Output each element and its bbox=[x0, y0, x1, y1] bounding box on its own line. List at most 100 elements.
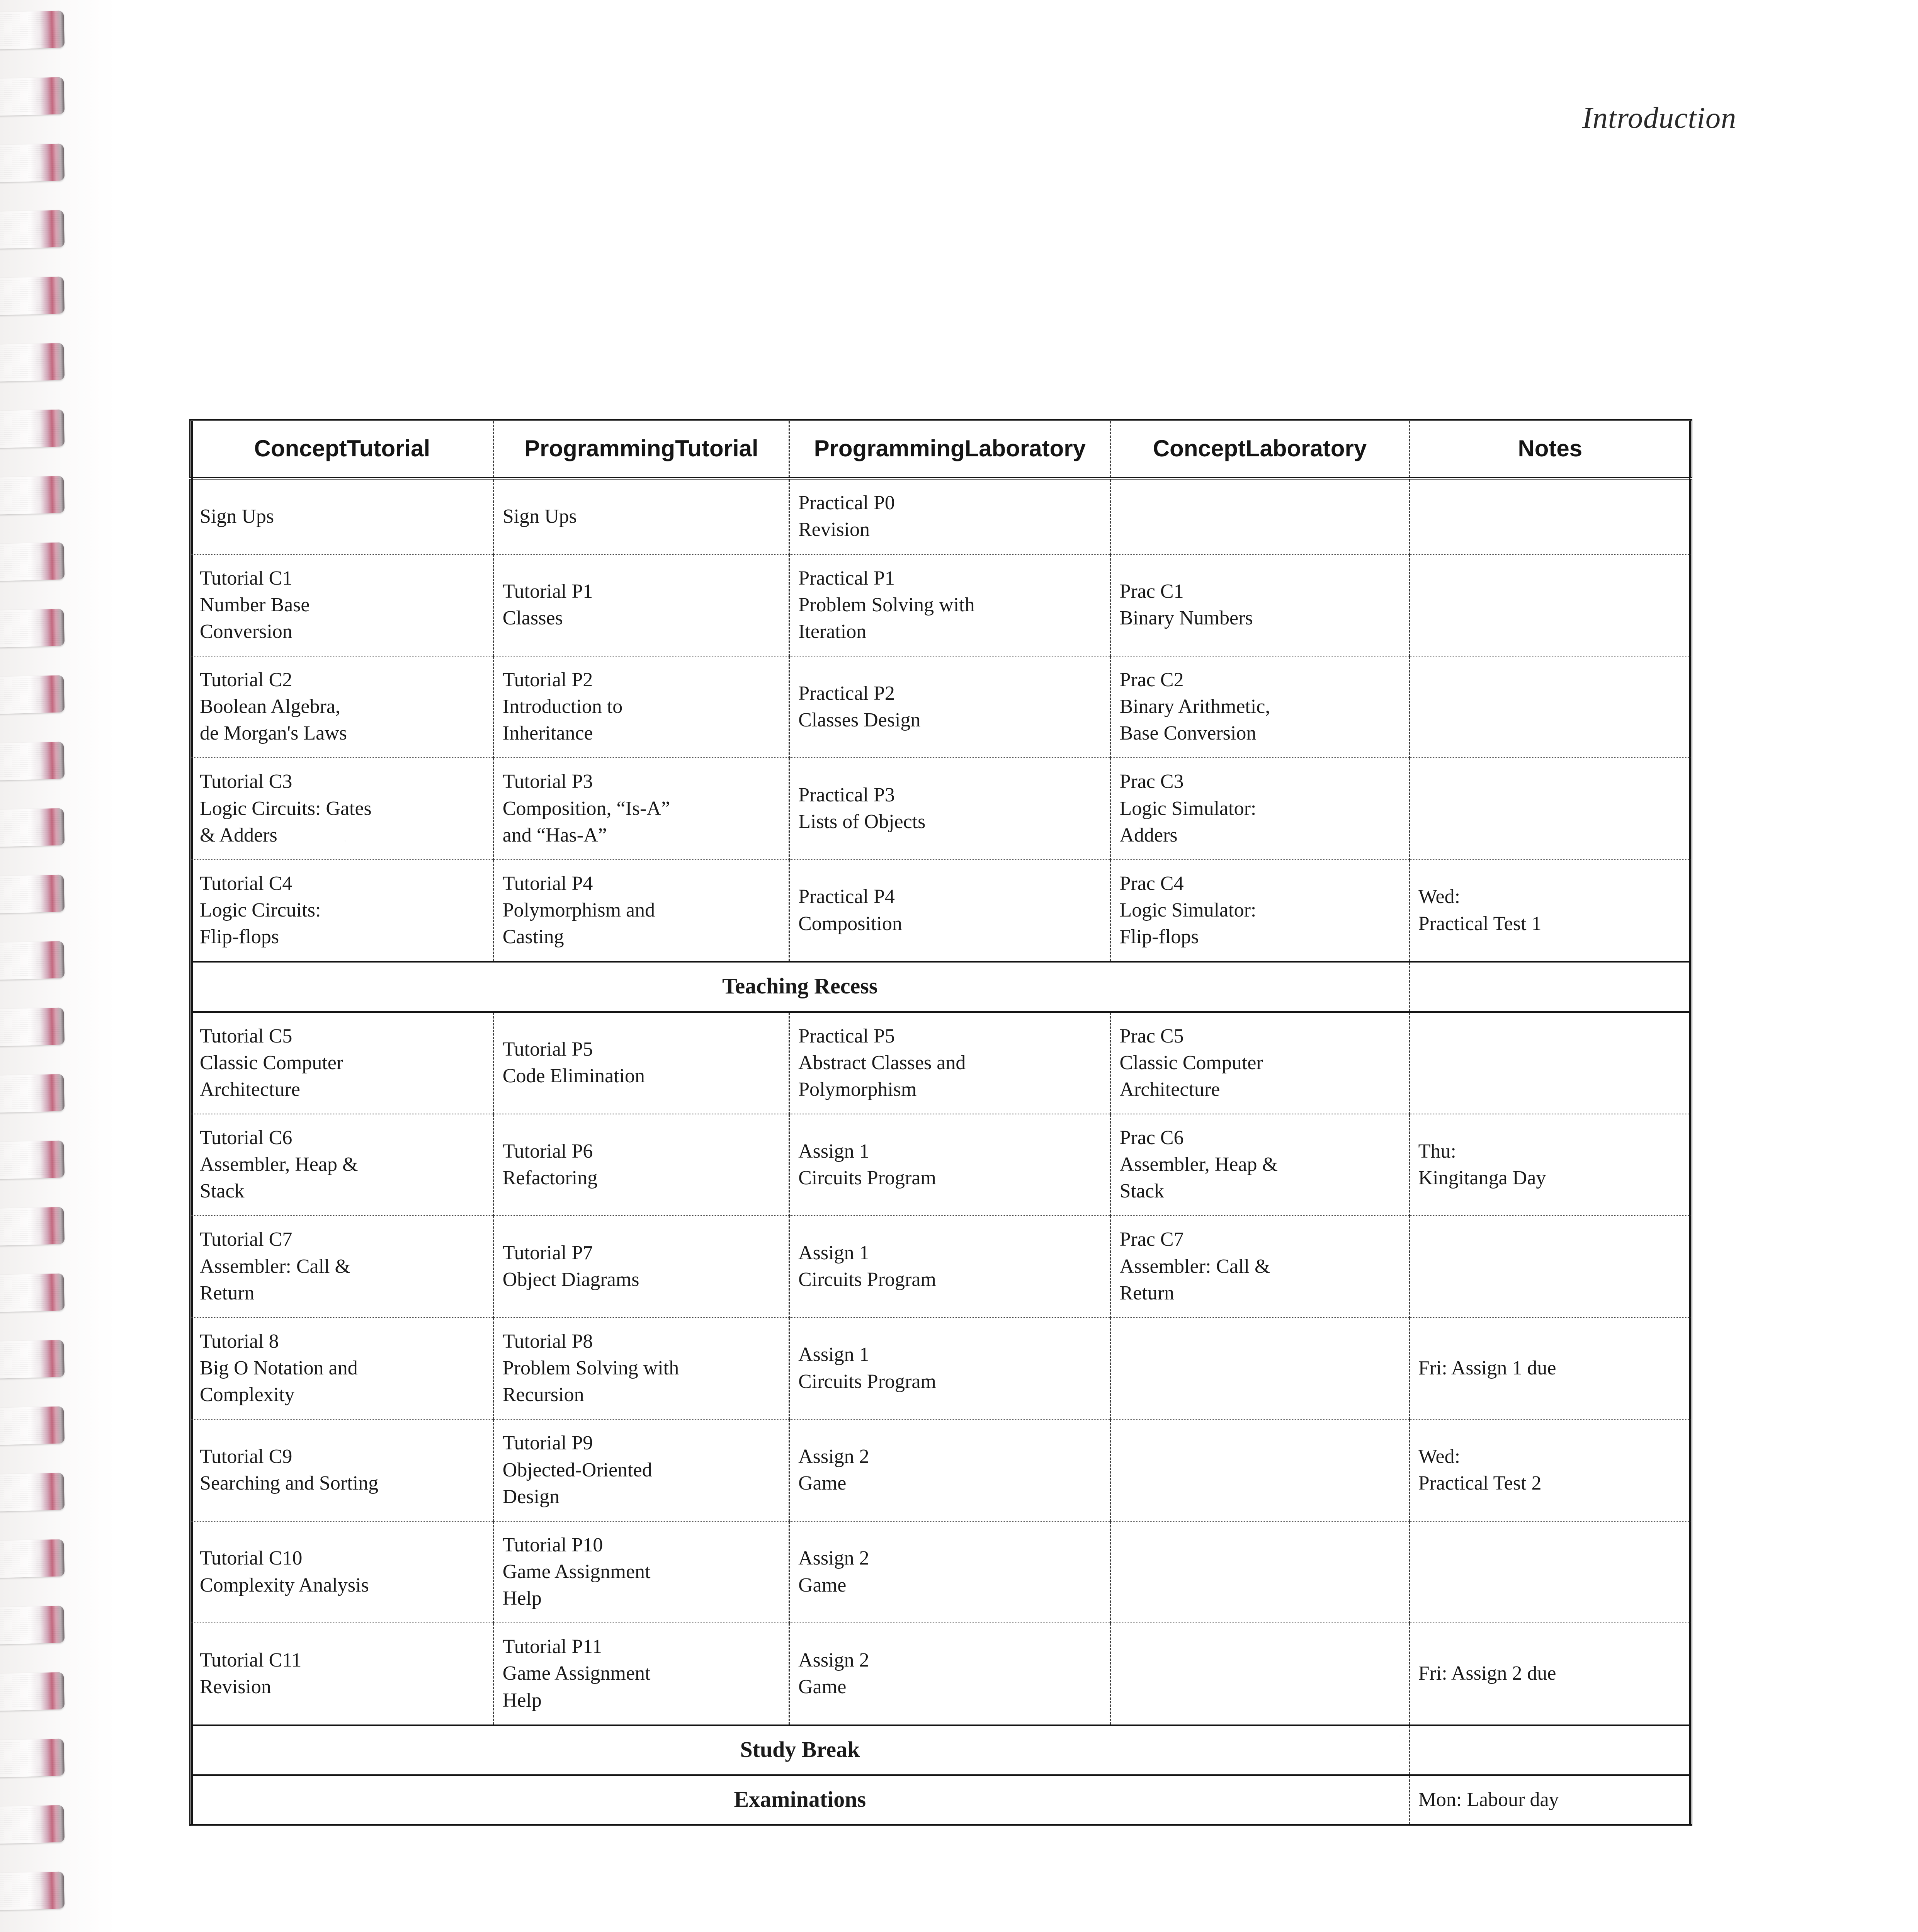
cell-programming-tutorial: Sign Ups bbox=[493, 478, 790, 555]
banner-label: Study Break bbox=[190, 1724, 1410, 1776]
concept-laboratory-line: Assembler, Heap & bbox=[1119, 1153, 1278, 1176]
programming-tutorial-line: Help bbox=[502, 1689, 542, 1711]
column-header-line: Tutorial bbox=[347, 435, 430, 461]
programming-tutorial-line: Tutorial P9 bbox=[502, 1432, 593, 1454]
concept-tutorial-line: Tutorial C9 bbox=[200, 1445, 292, 1468]
programming-tutorial-line: Polymorphism and bbox=[502, 899, 655, 922]
concept-tutorial-line: Conversion bbox=[200, 620, 292, 643]
cell-programming-tutorial: Tutorial P1 Classes bbox=[493, 554, 790, 656]
cell-concept-laboratory bbox=[1110, 1419, 1410, 1522]
programming-tutorial-line: Problem Solving with bbox=[502, 1357, 679, 1379]
concept-tutorial-line: Tutorial C6 bbox=[200, 1126, 292, 1149]
table-row: Tutorial C7 Assembler: Call & Return Tutori… bbox=[190, 1216, 1692, 1318]
concept-tutorial-line: de Morgan's Laws bbox=[200, 722, 347, 745]
cell-concept-laboratory bbox=[1110, 1521, 1410, 1624]
concept-tutorial-line: Big O Notation and bbox=[200, 1357, 358, 1379]
column-header-programming-tutorial: ProgrammingTutorial bbox=[493, 420, 790, 480]
spiral-coil bbox=[0, 1207, 65, 1246]
column-header-line: Laboratory bbox=[1245, 435, 1367, 461]
cell-programming-laboratory: Assign 1 Circuits Program bbox=[789, 1317, 1111, 1420]
spiral-coil bbox=[0, 409, 65, 449]
programming-laboratory-line: Problem Solving with bbox=[798, 594, 975, 616]
schedule-banner-row: Examinations Mon: Labour day bbox=[190, 1774, 1692, 1825]
concept-laboratory-line: Logic Simulator: bbox=[1119, 899, 1257, 922]
cell-notes bbox=[1409, 1216, 1692, 1318]
concept-laboratory-line: Prac C2 bbox=[1119, 668, 1184, 691]
programming-tutorial-line: Tutorial P3 bbox=[502, 770, 593, 793]
cell-concept-laboratory bbox=[1110, 1317, 1410, 1420]
cell-concept-laboratory: Prac C5 Classic Computer Architecture bbox=[1110, 1012, 1410, 1114]
programming-laboratory-line: Practical P4 bbox=[798, 886, 895, 908]
programming-laboratory-line: Practical P0 bbox=[798, 492, 895, 514]
concept-laboratory-line: Prac C3 bbox=[1119, 770, 1184, 793]
concept-tutorial-line: Tutorial C5 bbox=[200, 1025, 292, 1047]
concept-tutorial-line: Assembler: Call & bbox=[200, 1255, 350, 1277]
banner-label: Examinations bbox=[190, 1774, 1410, 1825]
spiral-coil bbox=[0, 1473, 65, 1512]
programming-tutorial-line: Tutorial P5 bbox=[502, 1038, 593, 1061]
concept-tutorial-line: Tutorial C1 bbox=[200, 567, 292, 589]
notes-line: Wed: bbox=[1418, 1445, 1461, 1468]
course-schedule-table: ConceptTutorial ProgrammingTutorial Prog… bbox=[189, 419, 1692, 1827]
programming-laboratory-line: Assign 1 bbox=[798, 1140, 869, 1162]
cell-notes: Fri: Assign 1 due bbox=[1409, 1317, 1692, 1420]
cell-notes: Wed: Practical Test 2 bbox=[1409, 1419, 1692, 1522]
banner-label: Teaching Recess bbox=[190, 961, 1410, 1013]
spiral-coil bbox=[0, 276, 65, 316]
cell-programming-laboratory: Practical P0 Revision bbox=[789, 478, 1111, 555]
concept-tutorial-line: Logic Circuits: Gates bbox=[200, 797, 372, 820]
concept-tutorial-line: Stack bbox=[200, 1180, 245, 1202]
cell-notes: Wed: Practical Test 1 bbox=[1409, 859, 1692, 963]
spiral-coil bbox=[0, 1738, 65, 1778]
concept-laboratory-line: Flip-flops bbox=[1119, 926, 1199, 948]
programming-tutorial-line: Tutorial P4 bbox=[502, 872, 593, 895]
cell-programming-tutorial: Tutorial P2 Introduction to Inheritance bbox=[493, 656, 790, 759]
programming-laboratory-line: Circuits Program bbox=[798, 1269, 936, 1291]
cell-notes bbox=[1409, 1521, 1692, 1624]
spiral-coil bbox=[0, 941, 65, 980]
cell-programming-tutorial: Tutorial P11 Game Assignment Help bbox=[493, 1623, 790, 1726]
concept-laboratory-line: Prac C4 bbox=[1119, 872, 1184, 895]
concept-tutorial-line: Searching and Sorting bbox=[200, 1472, 379, 1495]
table-row: Tutorial C1 Number Base Conversion Tutorial… bbox=[190, 554, 1692, 656]
spiral-coil bbox=[0, 1672, 65, 1711]
programming-tutorial-line: Sign Ups bbox=[502, 505, 577, 527]
spiral-binding bbox=[0, 0, 100, 1932]
cell-concept-tutorial: Sign Ups bbox=[190, 478, 494, 555]
programming-tutorial-line: Refactoring bbox=[502, 1167, 598, 1189]
spiral-coil bbox=[0, 609, 65, 648]
spiral-coil bbox=[0, 1605, 65, 1645]
programming-laboratory-line: Game bbox=[798, 1676, 847, 1698]
notes-line: Practical Test 1 bbox=[1418, 912, 1542, 935]
cell-notes: Thu: Kingitanga Day bbox=[1409, 1114, 1692, 1216]
column-header-line: Laboratory bbox=[964, 435, 1086, 461]
column-header-line: Programming bbox=[524, 435, 675, 461]
programming-tutorial-line: Tutorial P8 bbox=[502, 1330, 593, 1352]
cell-programming-laboratory: Assign 2 Game bbox=[789, 1419, 1111, 1522]
spiral-coil bbox=[0, 874, 65, 914]
schedule-banner-row: Teaching Recess bbox=[190, 961, 1692, 1013]
spiral-coil bbox=[0, 808, 65, 847]
header-row: ConceptTutorial ProgrammingTutorial Prog… bbox=[190, 420, 1692, 480]
programming-tutorial-line: Casting bbox=[502, 926, 564, 948]
cell-notes bbox=[1409, 758, 1692, 860]
column-header-programming-laboratory: ProgrammingLaboratory bbox=[789, 420, 1111, 480]
cell-concept-tutorial: Tutorial C1 Number Base Conversion bbox=[190, 554, 494, 656]
cell-programming-tutorial: Tutorial P7 Object Diagrams bbox=[493, 1216, 790, 1318]
cell-concept-tutorial: Tutorial C3 Logic Circuits: Gates & Adders bbox=[190, 758, 494, 860]
concept-tutorial-line: Return bbox=[200, 1282, 255, 1304]
column-header-line: Concept bbox=[254, 435, 347, 461]
spiral-coil bbox=[0, 1805, 65, 1844]
concept-laboratory-line: Base Conversion bbox=[1119, 722, 1257, 745]
programming-tutorial-line: Game Assignment bbox=[502, 1662, 651, 1685]
spiral-coil bbox=[0, 1007, 65, 1047]
programming-tutorial-line: Tutorial P11 bbox=[502, 1636, 602, 1658]
programming-laboratory-line: Polymorphism bbox=[798, 1078, 917, 1100]
cell-concept-tutorial: Tutorial C11 Revision bbox=[190, 1623, 494, 1726]
column-header-notes: Notes bbox=[1409, 420, 1692, 480]
concept-tutorial-line: Complexity bbox=[200, 1384, 295, 1406]
cell-programming-laboratory: Assign 1 Circuits Program bbox=[789, 1216, 1111, 1318]
spiral-coil bbox=[0, 542, 65, 582]
cell-programming-laboratory: Assign 2 Game bbox=[789, 1521, 1111, 1624]
notes-line: Wed: bbox=[1418, 886, 1461, 908]
